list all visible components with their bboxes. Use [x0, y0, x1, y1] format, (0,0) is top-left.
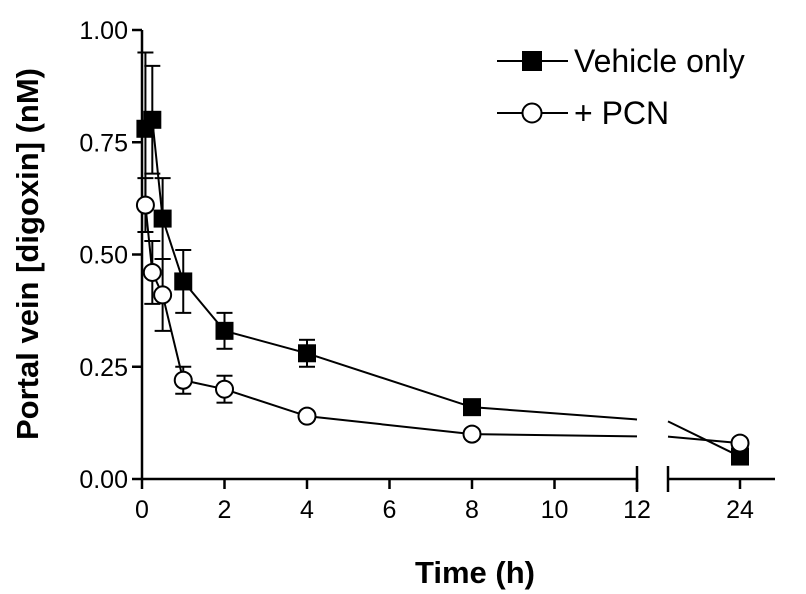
series-vehicle-only [136, 51, 749, 466]
y-tick-label: 0.75 [79, 129, 128, 157]
tick-labels: 0.000.250.500.751.000 2 4 6 8 10 12 24 [79, 17, 754, 524]
data-point [153, 285, 173, 305]
legend-marker-vehicle-only [522, 51, 542, 71]
x-tick-label: 6 [383, 496, 397, 524]
data-point [174, 272, 193, 291]
series-line [144, 205, 741, 445]
x-tick-label: 0 [135, 496, 149, 524]
data-point [297, 406, 317, 426]
ticks [132, 28, 742, 489]
data-point [143, 110, 162, 129]
x-tick-label: 2 [218, 496, 232, 524]
series-pcn [135, 177, 750, 453]
x-axis-title: Time (h) [415, 555, 535, 590]
data-point [731, 447, 749, 466]
series-layer [135, 51, 750, 466]
y-tick-label: 0.50 [79, 242, 128, 270]
legend-label-vehicle-only: Vehicle only [574, 43, 745, 79]
data-point [173, 370, 193, 390]
x-tick-label: 24 [726, 496, 754, 524]
data-point [463, 398, 481, 417]
y-tick-label: 0.00 [79, 466, 128, 494]
y-tick-label: 1.00 [79, 17, 128, 45]
x-tick-label: 4 [300, 496, 314, 524]
axes [140, 30, 775, 492]
data-point [142, 262, 162, 282]
data-point [153, 209, 172, 228]
y-axis-title: Portal vein [digoxin] (nM) [10, 68, 45, 440]
legend: Vehicle only + PCN [497, 43, 745, 131]
data-point [215, 321, 234, 340]
data-point [135, 195, 155, 215]
legend-marker-pcn [521, 102, 543, 124]
data-point [730, 433, 750, 453]
series-line [144, 117, 741, 458]
x-tick-label: 8 [465, 496, 479, 524]
legend-label-pcn: + PCN [574, 95, 669, 131]
data-point [298, 344, 316, 363]
x-tick-label: 10 [541, 496, 569, 524]
x-tick-label: 12 [623, 496, 651, 524]
data-point [215, 379, 234, 399]
data-point [462, 424, 482, 444]
y-tick-label: 0.25 [79, 354, 128, 382]
